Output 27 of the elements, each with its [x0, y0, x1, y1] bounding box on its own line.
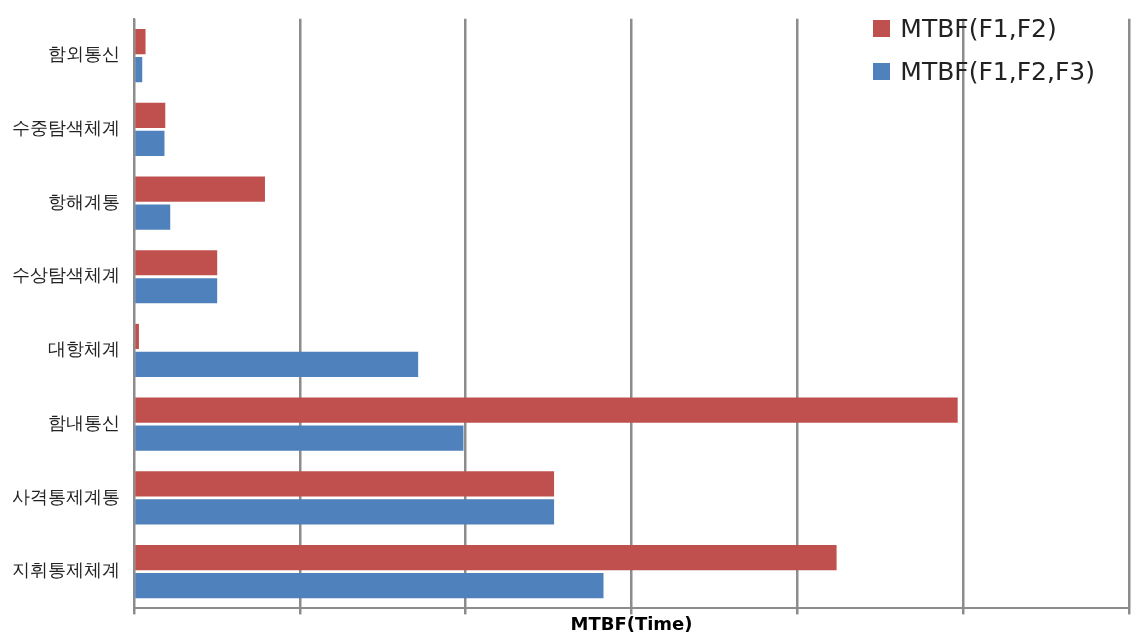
bar	[135, 57, 143, 83]
y-tick-label: 대항체계	[48, 338, 120, 360]
y-tick-label: 사격통제계통	[12, 485, 120, 507]
bar	[135, 351, 419, 378]
y-tick-label: 함내통신	[48, 411, 120, 433]
bar	[135, 471, 555, 497]
bar	[135, 176, 265, 202]
y-tick-label: 수중탐색체계	[12, 117, 120, 139]
bar	[135, 572, 604, 599]
bar	[135, 278, 218, 304]
bar	[135, 29, 146, 55]
bar	[135, 204, 171, 230]
y-tick-label: 지휘통제체계	[12, 559, 120, 581]
x-axis-title: MTBF(Time)	[570, 612, 693, 634]
bar	[135, 102, 166, 128]
legend-label: MTBF(F1,F2,F3)	[900, 57, 1095, 86]
bar	[135, 397, 958, 423]
bar	[135, 323, 139, 350]
y-tick-label: 함외통신	[48, 43, 120, 65]
bar	[135, 130, 165, 156]
legend-label: MTBF(F1,F2)	[900, 14, 1057, 43]
bar	[135, 425, 464, 451]
bar	[135, 544, 837, 571]
bar	[135, 250, 218, 276]
y-tick-label: 수상탐색체계	[12, 264, 120, 286]
y-tick-label: 항해계통	[48, 190, 120, 212]
bar	[135, 499, 555, 525]
